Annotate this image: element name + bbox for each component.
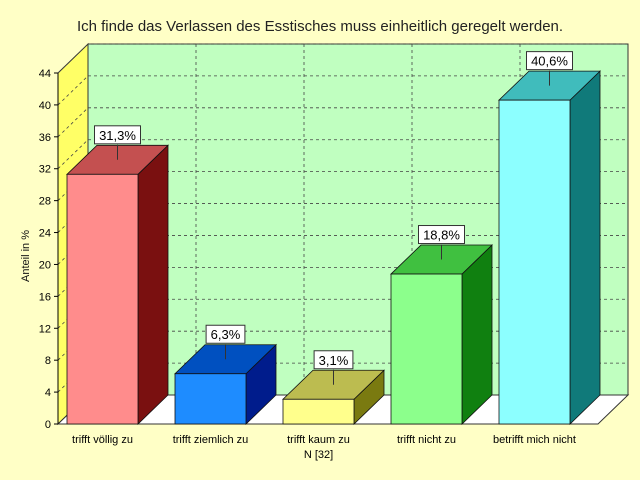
y-tick-label: 36 [39,132,51,144]
x-tick-label: trifft ziemlich zu [173,434,249,446]
x-tick-label: trifft kaum zu [287,434,350,446]
bar [174,373,247,425]
data-label-box [313,350,354,370]
data-label: 3,1% [319,353,349,368]
x-tick-label: betrifft mich nicht [493,434,576,446]
sample-size-label: N [32] [304,449,333,461]
data-label-box [94,125,141,145]
y-tick-label: 16 [39,291,51,303]
grid-line-wall [57,75,89,106]
bar-side [569,70,601,425]
data-label: 40,6% [531,54,568,69]
y-tick-label: 28 [39,196,51,208]
bar [390,273,463,425]
grid-line-wall [57,139,89,170]
x-tick-label: trifft nicht zu [397,434,456,446]
y-tick-label: 8 [45,355,51,367]
y-tick-label: 12 [39,323,51,335]
grid-line-wall [57,107,89,138]
chart-title: Ich finde das Verlassen des Esstisches m… [76,18,564,35]
data-label: 31,3% [99,128,136,143]
y-tick-label: 24 [39,228,51,240]
y-tick-label: 20 [39,259,51,271]
y-tick-label: 4 [45,387,51,399]
y-tick-label: 44 [39,68,51,80]
bar [66,173,139,425]
bar-side [461,244,493,425]
x-tick-label: trifft völlig zu [72,434,133,446]
y-tick-label: 0 [45,419,51,431]
y-tick-label: 40 [39,100,51,112]
y-tick-label: 32 [39,164,51,176]
data-label-box [526,51,573,71]
bar-side [137,144,169,425]
bar [498,99,571,425]
grid-line-wall [57,43,89,74]
data-label-box [418,225,465,245]
data-label: 6,3% [211,327,241,342]
bar [282,398,355,425]
data-label: 18,8% [423,228,460,243]
data-label-box [205,324,246,344]
